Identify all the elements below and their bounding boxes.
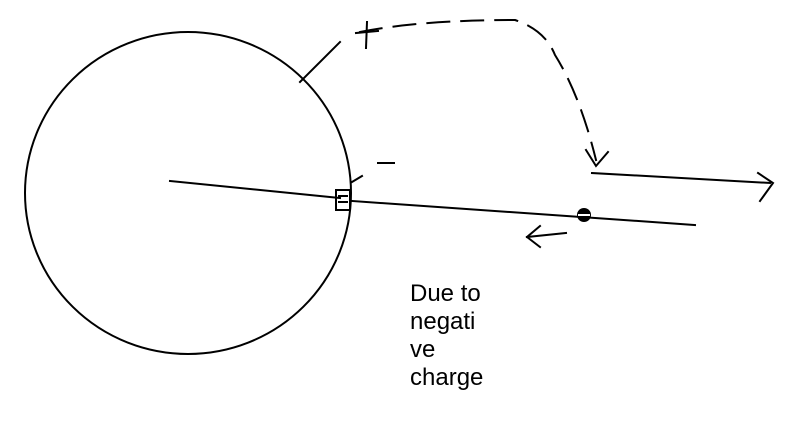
radius-line	[168, 179, 342, 200]
dashed-path	[358, 18, 598, 162]
note-line-3: ve	[410, 336, 436, 363]
surface-tick	[350, 174, 364, 184]
left-arrow-icon	[525, 224, 568, 249]
right-arrow-icon	[590, 171, 775, 203]
note-line-1: Due to	[410, 280, 481, 307]
surface-charge-icon	[335, 189, 351, 211]
test-charge-icon	[577, 208, 591, 222]
charge-note: Due to negati ve charge	[410, 280, 520, 392]
leader-line	[298, 40, 342, 84]
plus-sign-icon	[354, 20, 380, 50]
axis-line	[350, 199, 697, 227]
down-arrow-icon	[584, 148, 610, 168]
note-line-4: charge	[410, 364, 484, 391]
note-line-2: negati	[410, 308, 476, 335]
